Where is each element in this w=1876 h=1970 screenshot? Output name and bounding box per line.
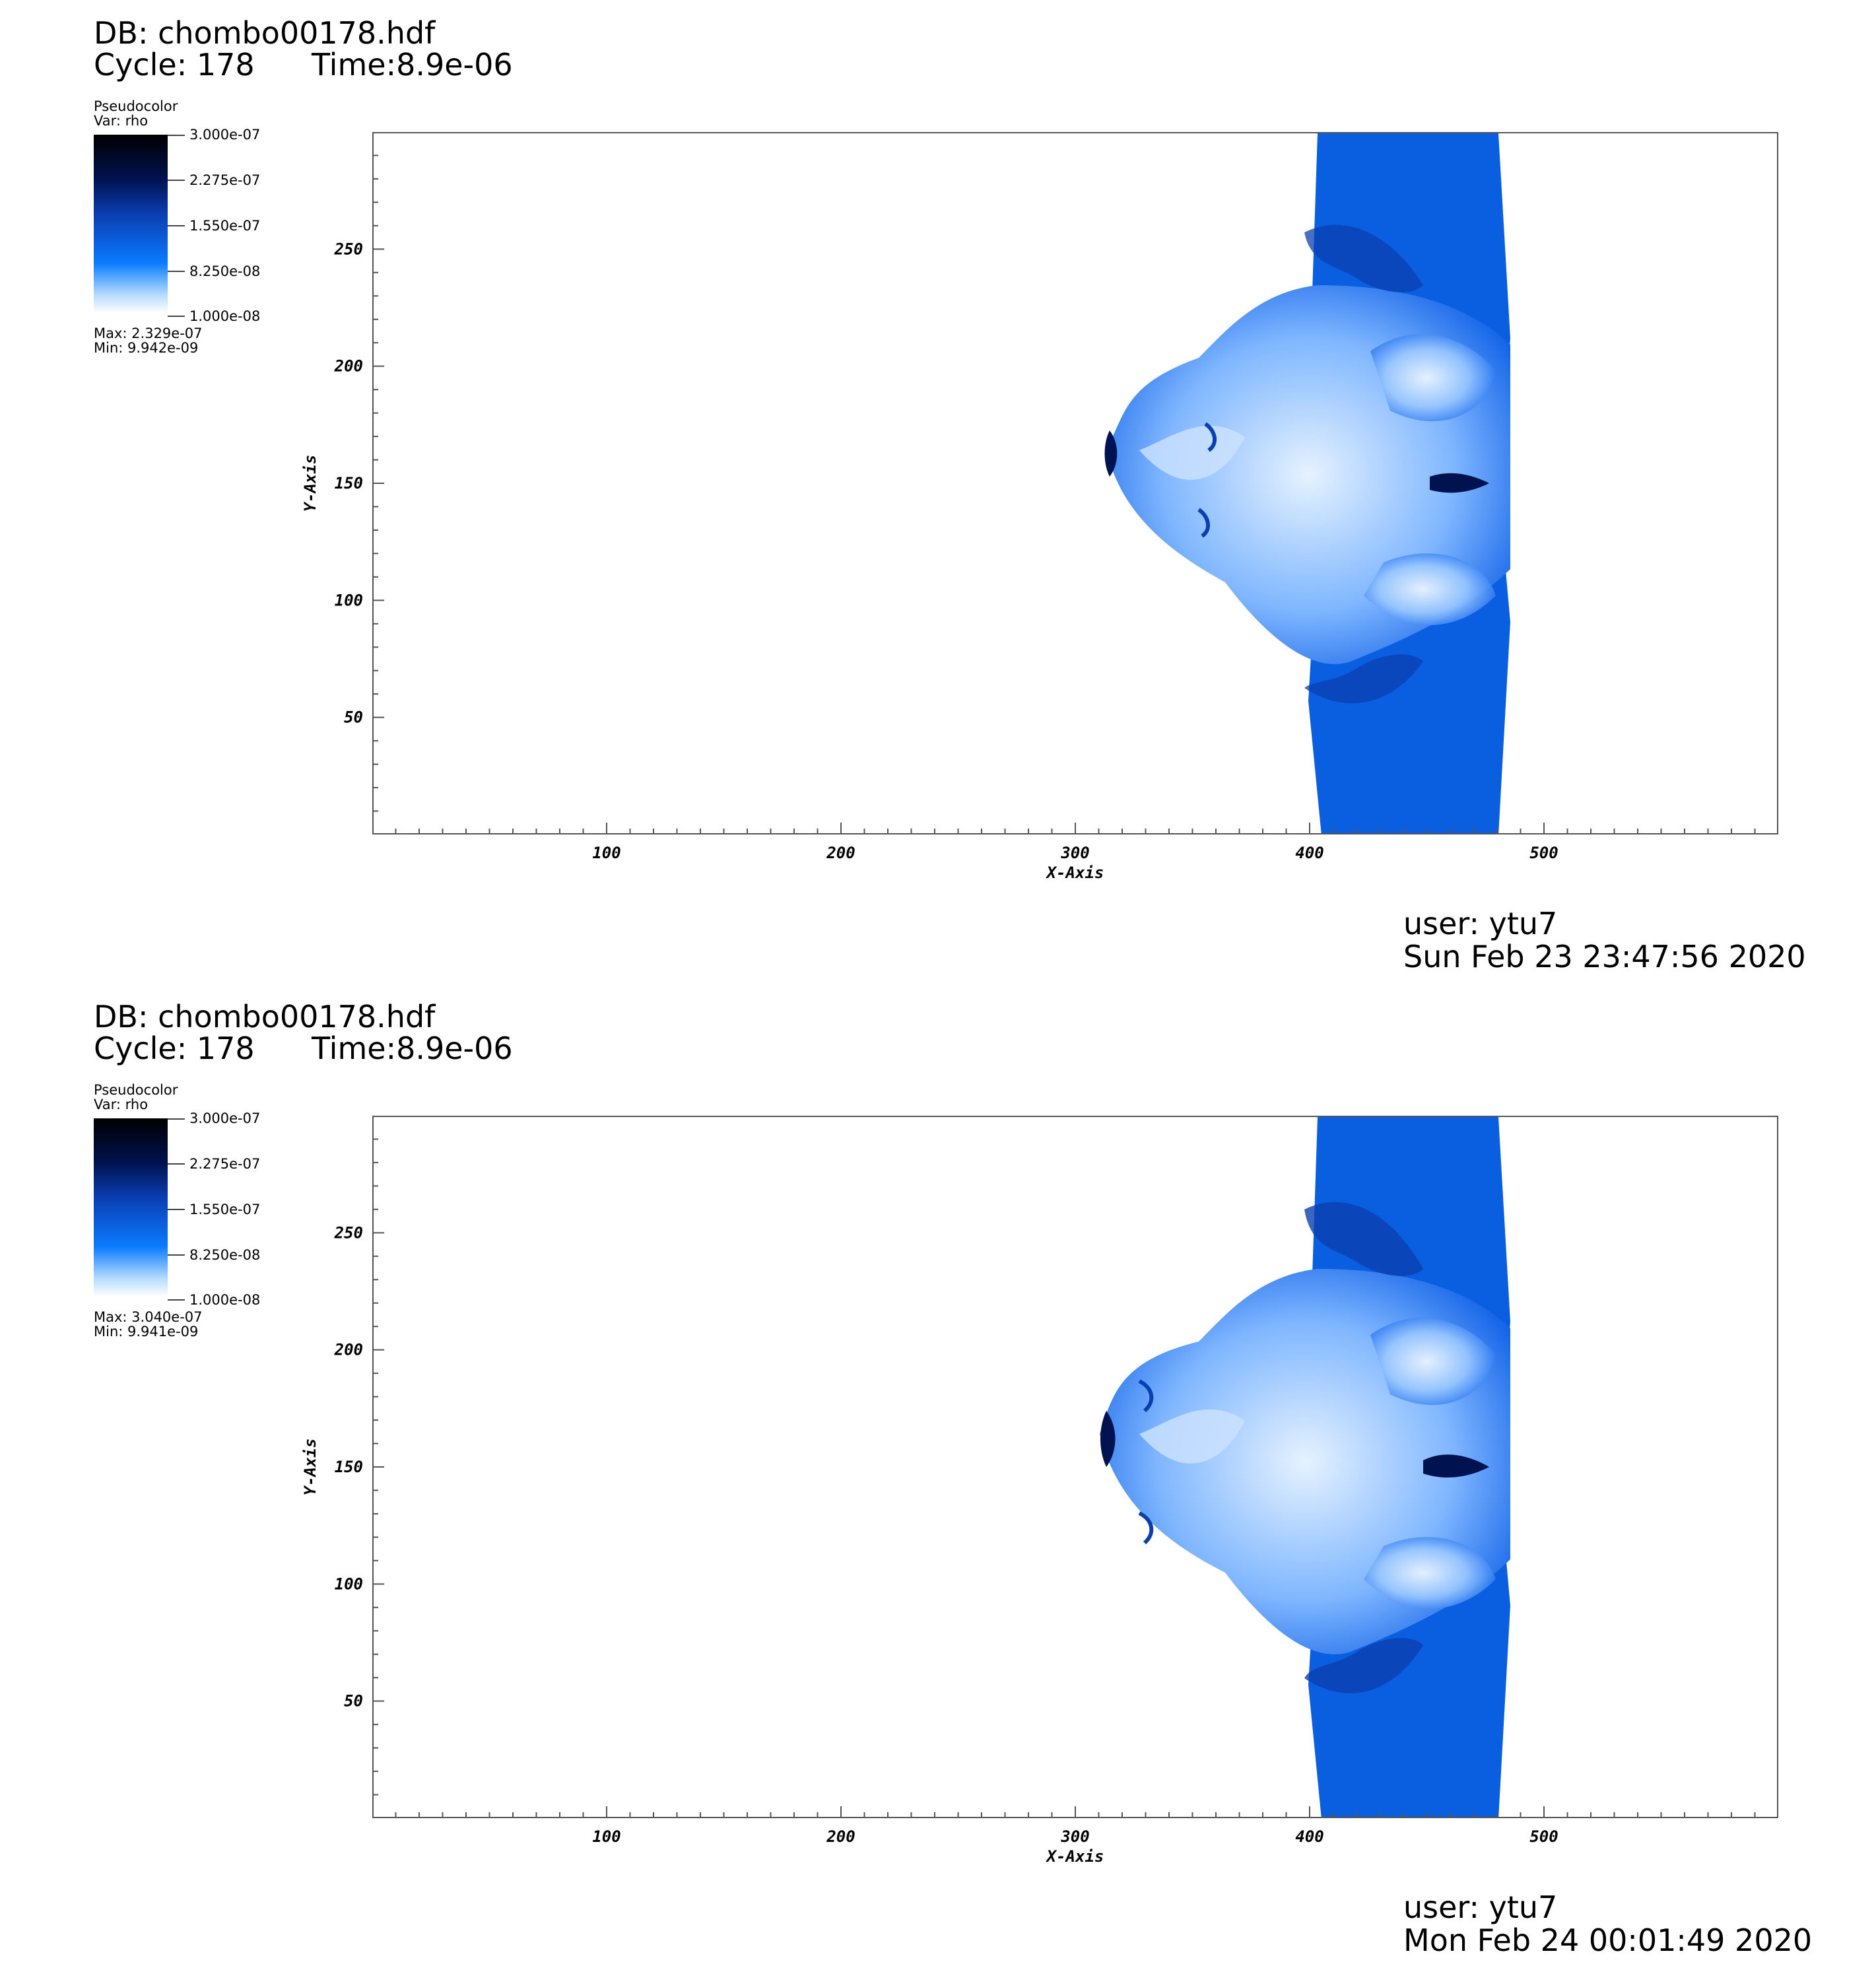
plot-area	[372, 132, 1778, 834]
cycle-time-line: Cycle: 178 Time:8.9e-06	[94, 1033, 622, 1064]
x-tick-label: 500	[1529, 1827, 1558, 1846]
x-tick-label: 500	[1529, 844, 1558, 862]
x-tick-label: 100	[592, 1827, 620, 1846]
time-label: Time:8.9e-06	[312, 1031, 513, 1066]
y-tick-label: 50	[344, 1692, 363, 1711]
colorbar-tick	[168, 180, 185, 181]
colorbar-label: 3.000e-07	[189, 127, 261, 143]
cycle-time-line: Cycle: 178 Time:8.9e-06	[94, 49, 622, 81]
colorbar-tick	[168, 135, 185, 136]
y-tick-label: 200	[334, 357, 363, 376]
x-tick-label: 100	[592, 844, 620, 862]
colorbar-label: 2.275e-07	[189, 172, 261, 188]
y-axis-title: Y-Axis	[301, 455, 319, 512]
date-label: Mon Feb 24 00:01:49 2020	[1403, 1922, 1813, 1958]
x-tick-label: 400	[1295, 1827, 1323, 1846]
axes-2: 100 200 300 400 500 50 100 150 200 250 X-Axis Y-Axi…	[301, 1138, 1756, 1866]
y-tick-label: 200	[334, 1341, 363, 1359]
colorbar-tick	[168, 1299, 185, 1301]
db-title: DB: chombo00178.hdf	[94, 999, 436, 1035]
colorbar-label: 1.000e-08	[189, 308, 261, 324]
db-title: DB: chombo00178.hdf	[94, 15, 436, 51]
colorbar-label: 3.000e-07	[189, 1110, 261, 1126]
y-tick-label: 50	[344, 708, 363, 727]
x-tick-label: 300	[1060, 1827, 1089, 1846]
cycle-label: Cycle: 178	[94, 47, 255, 83]
user-label: user: ytu7	[1403, 1889, 1558, 1925]
date-label: Sun Feb 23 23:47:56 2020	[1403, 939, 1806, 974]
colorbar-label: 8.250e-08	[189, 263, 261, 279]
colorbar-tick	[168, 1163, 185, 1165]
colorbar	[94, 1118, 168, 1297]
y-axis-title: Y-Axis	[301, 1439, 319, 1496]
colorbar-tick	[168, 316, 185, 317]
colorbar-label: 8.250e-08	[189, 1247, 261, 1263]
time-label: Time:8.9e-06	[312, 47, 513, 83]
y-tick-label: 250	[334, 1223, 363, 1242]
colorbar-tick	[168, 1254, 185, 1256]
y-tick-label: 100	[335, 591, 363, 609]
y-tick-label: 100	[335, 1575, 363, 1593]
x-axis-title: X-Axis	[1046, 864, 1104, 882]
y-tick-label: 150	[335, 474, 363, 493]
legend-min: Min: 9.941e-09	[94, 1324, 199, 1340]
colorbar-tick	[168, 271, 185, 272]
colorbar	[94, 135, 168, 313]
legend-var: Var: rho	[94, 1097, 149, 1112]
plot-panel-2: DB: chombo00178.hdf Cycle: 178 Time:8.9e…	[0, 984, 1876, 1967]
colorbar-label: 1.000e-08	[189, 1292, 261, 1308]
y-tick-label: 150	[335, 1458, 363, 1476]
axes-1: 100 200 300 400 500 50 100 150 200 250 X-Axis Y-Axi…	[301, 154, 1756, 882]
colorbar-label: 2.275e-07	[189, 1156, 261, 1172]
colorbar-label: 1.550e-07	[189, 1202, 261, 1217]
legend-max: Max: 2.329e-07	[94, 325, 203, 341]
x-tick-label: 200	[826, 1827, 855, 1846]
plot-area	[372, 1116, 1778, 1818]
colorbar-label: 1.550e-07	[189, 218, 261, 234]
cycle-label: Cycle: 178	[94, 1031, 255, 1066]
density-field	[1104, 133, 1510, 833]
colorbar-tick	[168, 225, 185, 226]
plot-panel-1: DB: chombo00178.hdf Cycle: 178 Time:8.9e…	[0, 0, 1876, 984]
x-axis-title: X-Axis	[1046, 1847, 1104, 1866]
colorbar-tick	[168, 1118, 185, 1120]
y-tick-label: 250	[334, 240, 363, 258]
legend-title: Pseudocolor	[94, 98, 178, 114]
legend-title: Pseudocolor	[94, 1082, 178, 1098]
legend-min: Min: 9.942e-09	[94, 340, 199, 356]
legend-var: Var: rho	[94, 113, 149, 129]
colorbar-tick	[168, 1209, 185, 1210]
legend-max: Max: 3.040e-07	[94, 1309, 203, 1325]
user-label: user: ytu7	[1403, 906, 1558, 941]
x-tick-label: 200	[826, 844, 855, 862]
x-tick-label: 400	[1295, 844, 1323, 862]
density-field	[1100, 1117, 1510, 1817]
x-tick-label: 300	[1060, 844, 1089, 862]
